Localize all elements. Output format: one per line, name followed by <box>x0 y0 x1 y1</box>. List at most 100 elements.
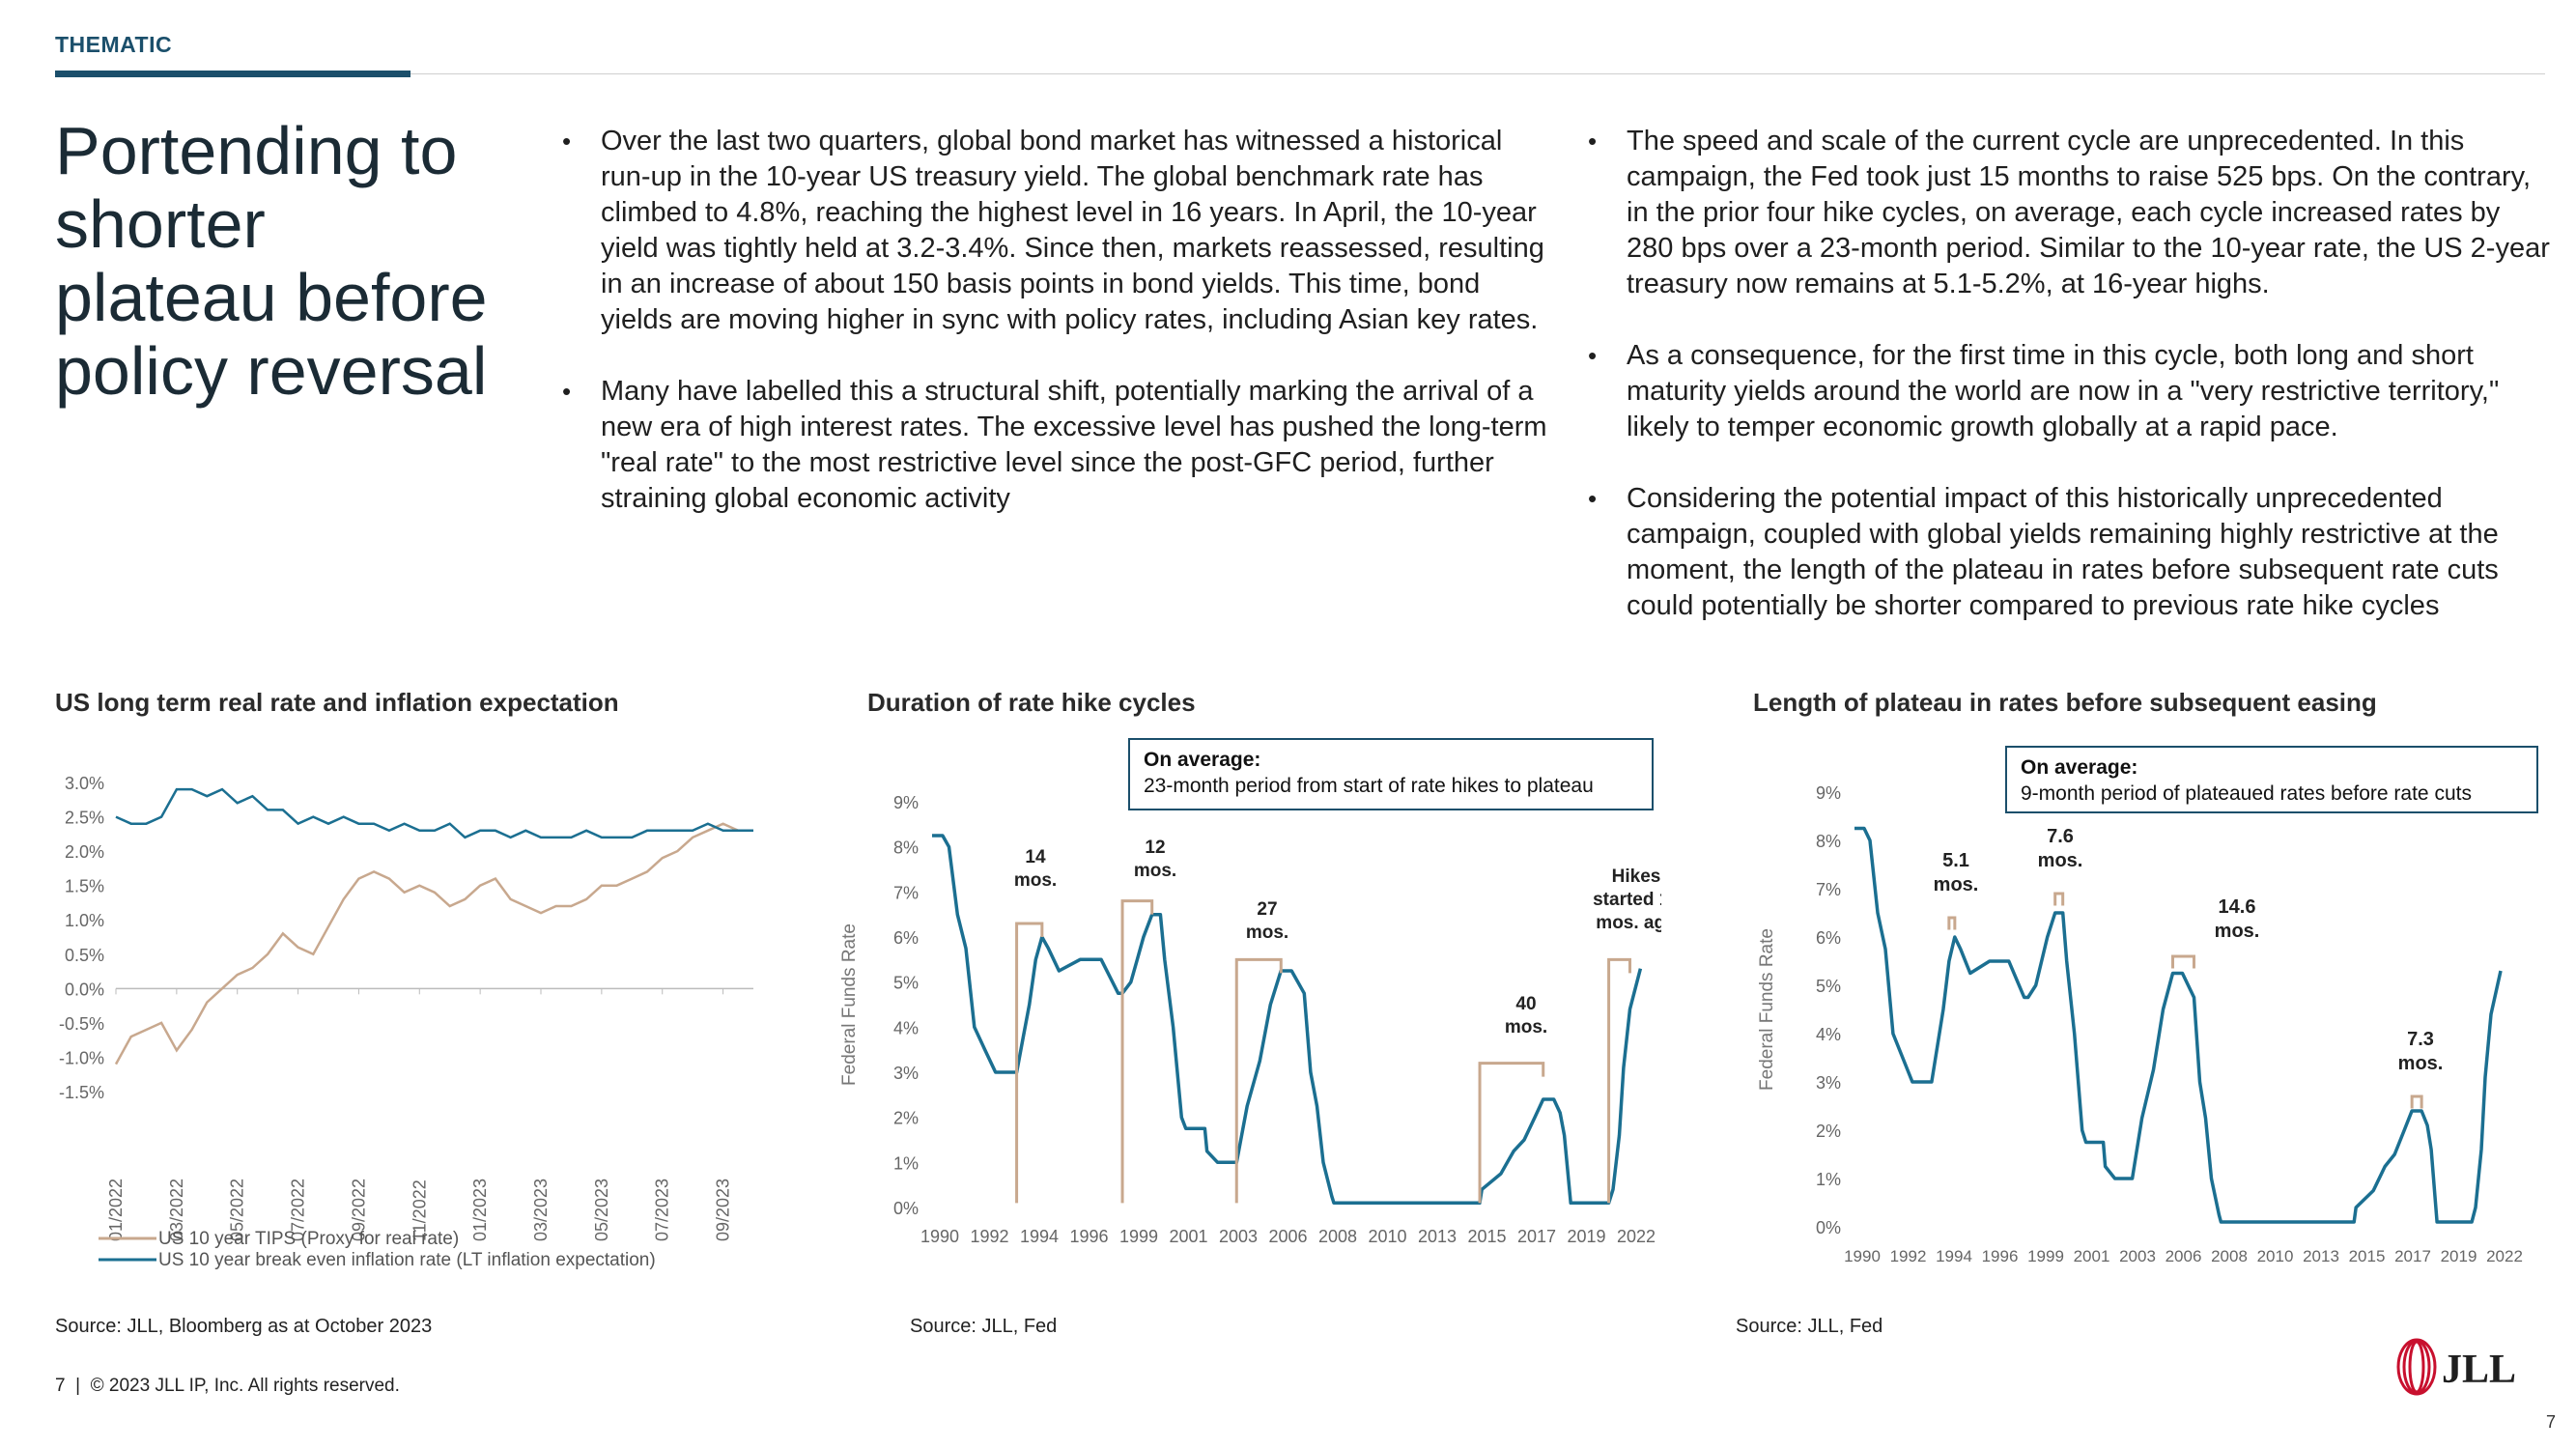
bullet-column-left: Over the last two quarters, global bond … <box>558 124 1553 553</box>
bullet-item: As a consequence, for the first time in … <box>1584 338 2550 445</box>
cycle-annotation: 14 <box>1025 847 1046 867</box>
plateau-annotation: 7.6 <box>2047 826 2074 847</box>
cycle-annotation: mos. <box>1505 1017 1547 1037</box>
x-tick-label: 09/2022 <box>349 1179 368 1241</box>
y-tick-label: 0% <box>893 1199 919 1218</box>
logo-text: JLL <box>2442 1348 2516 1392</box>
x-tick-label: 2001 <box>2074 1247 2110 1265</box>
hike-duration-bracket <box>1478 1062 1545 1204</box>
hike-duration-bracket <box>1234 957 1283 1204</box>
section-tag-underline <box>55 71 410 77</box>
copyright-footer: 7 | © 2023 JLL IP, Inc. All rights reser… <box>55 1376 400 1396</box>
x-tick-label: 2003 <box>1219 1227 1258 1246</box>
x-tick-label: 1999 <box>1119 1227 1158 1246</box>
x-tick-label: 03/2022 <box>167 1179 186 1241</box>
plateau-annotation: mos. <box>2398 1053 2444 1074</box>
callout-plateau-average: On average: 9-month period of plateaued … <box>2005 746 2538 813</box>
x-tick-label: 2017 <box>2394 1247 2431 1265</box>
y-tick-label: 0% <box>1816 1218 1841 1237</box>
callout-text: 9-month period of plateaued rates before… <box>2021 782 2472 805</box>
x-tick-label: 2006 <box>1268 1227 1307 1246</box>
legend-label: US 10 year TIPS (Proxy for real rate) <box>158 1229 459 1249</box>
cycle-annotation: 40 <box>1515 994 1536 1014</box>
plateau-length-bracket <box>2171 954 2195 969</box>
bullet-item: Considering the potential impact of this… <box>1584 481 2550 624</box>
x-tick-label: 1996 <box>1069 1227 1108 1246</box>
chart3-title: Length of plateau in rates before subseq… <box>1753 688 2377 717</box>
x-tick-label: 2015 <box>1467 1227 1506 1246</box>
y-tick-label: 3% <box>893 1064 919 1083</box>
source-note: Source: JLL, Bloomberg as at October 202… <box>55 1316 433 1337</box>
x-tick-label: 11/2022 <box>410 1179 429 1241</box>
x-tick-label: 09/2023 <box>714 1179 733 1241</box>
plateau-length-bracket <box>2053 892 2065 906</box>
plateau-annotation: 7.3 <box>2407 1029 2434 1050</box>
x-tick-label: 2010 <box>2257 1247 2294 1265</box>
y-tick-label: 4% <box>893 1018 919 1037</box>
x-tick-label: 2010 <box>1368 1227 1406 1246</box>
legend-label: US 10 year break even inflation rate (LT… <box>158 1250 656 1270</box>
cycle-annotation: mos. <box>1134 861 1176 881</box>
x-tick-label: 2013 <box>1418 1227 1457 1246</box>
rate-hike-duration-chart: 9% 8% 7% 6% 5% 4% 3% 2% 1% 0% Federal Funds Rate 19… <box>839 793 1661 1246</box>
y-tick-label: 3.0% <box>65 774 104 793</box>
cycle-annotation: 12 <box>1145 838 1165 858</box>
x-tick-label: 2008 <box>2211 1247 2248 1265</box>
y-tick-label: 2.0% <box>65 842 104 862</box>
plateau-annotation: 14.6 <box>2219 896 2256 918</box>
plateau-length-chart: 9% 8% 7% 6% 5% 4% 3% 2% 1% 0% Federal Funds Rate 19… <box>1757 783 2523 1265</box>
x-tick-label: 2001 <box>1169 1227 1207 1246</box>
source-note: Source: JLL, Fed <box>910 1316 1058 1337</box>
hike-duration-bracket <box>1607 957 1631 1204</box>
x-tick-label: 07/2023 <box>653 1179 672 1241</box>
x-tick-label: 07/2022 <box>289 1179 308 1241</box>
x-tick-label: 2019 <box>1567 1227 1605 1246</box>
y-tick-label: -0.5% <box>59 1014 104 1034</box>
jll-logo: JLL <box>2393 1338 2529 1396</box>
y-tick-label: 5% <box>1816 977 1841 996</box>
cycle-annotation: mos. <box>1014 870 1057 891</box>
plateau-length-bracket <box>1947 916 1957 930</box>
cycle-annotation: mos. <box>1246 923 1288 943</box>
chart1-title: US long term real rate and inflation exp… <box>55 688 619 717</box>
fed-funds-rate-line <box>932 834 1643 1206</box>
y-tick-label: -1.0% <box>59 1048 104 1067</box>
y-tick-label: 0.0% <box>65 980 104 999</box>
x-tick-label: 1990 <box>1844 1247 1881 1265</box>
plateau-annotation: mos. <box>2215 921 2260 942</box>
plateau-annotation: mos. <box>2038 850 2083 871</box>
chart2-title: Duration of rate hike cycles <box>867 688 1196 717</box>
cycle-annotation: mos. ago <box>1596 913 1661 933</box>
y-tick-label: -1.5% <box>59 1083 104 1102</box>
callout-text: 23-month period from start of rate hikes… <box>1144 775 1594 797</box>
x-tick-label: 1994 <box>1936 1247 1972 1265</box>
hike-duration-bracket <box>1120 899 1154 1204</box>
y-axis-label: Federal Funds Rate <box>839 923 860 1086</box>
header-divider <box>410 73 2545 74</box>
y-tick-label: 1% <box>893 1153 919 1173</box>
x-tick-label: 2015 <box>2349 1247 2386 1265</box>
x-tick-label: 03/2023 <box>531 1179 551 1241</box>
y-tick-label: 2.5% <box>65 809 104 828</box>
cycle-annotation: started 15 <box>1593 890 1661 910</box>
x-tick-label: 1996 <box>1982 1247 2019 1265</box>
x-tick-label: 2008 <box>1318 1227 1357 1246</box>
y-tick-label: 1.0% <box>65 911 104 930</box>
source-note: Source: JLL, Fed <box>1736 1316 1883 1337</box>
callout-title: On average: <box>1144 749 1261 771</box>
series-line <box>115 787 753 839</box>
y-tick-label: 1% <box>1816 1170 1841 1189</box>
x-tick-label: 2017 <box>1517 1227 1556 1246</box>
fed-funds-rate-line <box>1854 826 2503 1224</box>
y-tick-label: 7% <box>893 883 919 902</box>
bullet-item: The speed and scale of the current cycle… <box>1584 124 2550 302</box>
y-tick-label: 2% <box>893 1109 919 1128</box>
x-tick-label: 01/2022 <box>106 1179 126 1241</box>
y-tick-label: 2% <box>1816 1122 1841 1141</box>
x-tick-label: 1999 <box>2027 1247 2064 1265</box>
cycle-annotation: Hikes <box>1612 867 1661 887</box>
y-tick-label: 1.5% <box>65 877 104 896</box>
x-tick-label: 01/2023 <box>470 1179 490 1241</box>
plateau-length-bracket <box>2410 1094 2423 1109</box>
x-tick-label: 2013 <box>2303 1247 2339 1265</box>
